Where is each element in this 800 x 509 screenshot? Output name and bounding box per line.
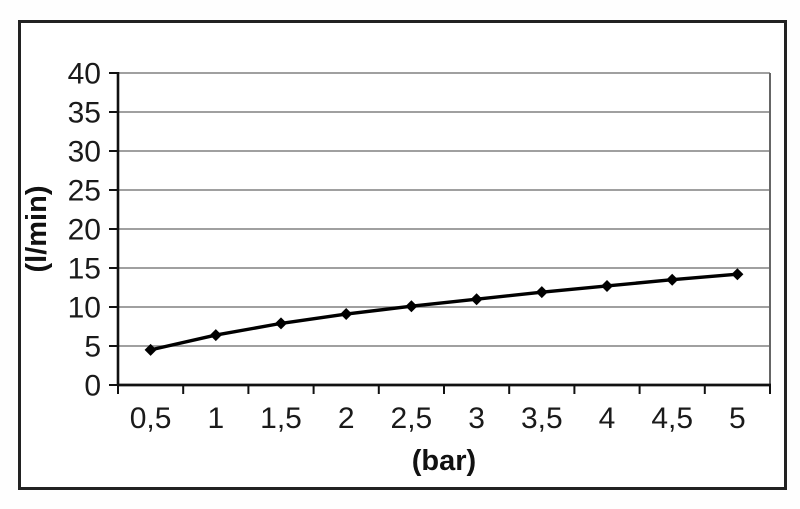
data-point-marker	[470, 293, 483, 306]
x-tick-label: 1	[207, 402, 224, 435]
y-tick-label: 20	[68, 214, 101, 247]
x-tick-label: 0,5	[130, 402, 172, 435]
x-tick-label: 2,5	[391, 402, 433, 435]
x-axis-title: (bar)	[412, 445, 476, 477]
x-tick-label: 4,5	[651, 402, 693, 435]
x-tick-label: 4	[599, 402, 616, 435]
x-tick-label: 5	[729, 402, 746, 435]
y-tick-label: 30	[68, 136, 101, 169]
x-tick-label: 3	[468, 402, 485, 435]
chart-border-frame	[18, 20, 787, 490]
data-point-marker	[731, 268, 744, 281]
y-axis-title: (l/min)	[21, 186, 53, 273]
data-point-marker	[275, 317, 287, 330]
data-point-marker	[144, 343, 157, 356]
x-tick-label: 1,5	[260, 402, 302, 435]
data-point-marker	[666, 273, 679, 286]
y-tick-label: 25	[68, 175, 101, 208]
data-point-marker	[209, 329, 222, 342]
data-point-marker	[340, 308, 353, 321]
y-tick-label: 35	[68, 97, 101, 130]
data-point-marker	[535, 286, 548, 299]
y-tick-label: 10	[68, 292, 101, 325]
axes	[109, 72, 771, 394]
y-tick-label: 0	[84, 370, 101, 403]
gridlines	[118, 72, 771, 385]
y-tick-label: 5	[84, 331, 101, 364]
data-point-marker	[405, 300, 418, 313]
y-tick-label: 40	[68, 58, 101, 91]
series-line-layer	[144, 268, 744, 356]
x-tick-label: 2	[338, 402, 355, 435]
series-line	[148, 272, 740, 352]
y-tick-label: 15	[68, 253, 101, 286]
tick-labels: 0 5 10 15 20 25 30 35 40 0,5 1 1,5 2 2,5 3 3,5 4 4,5 5	[68, 58, 746, 436]
x-tick-label: 3,5	[521, 402, 563, 435]
data-point-marker	[601, 279, 613, 292]
